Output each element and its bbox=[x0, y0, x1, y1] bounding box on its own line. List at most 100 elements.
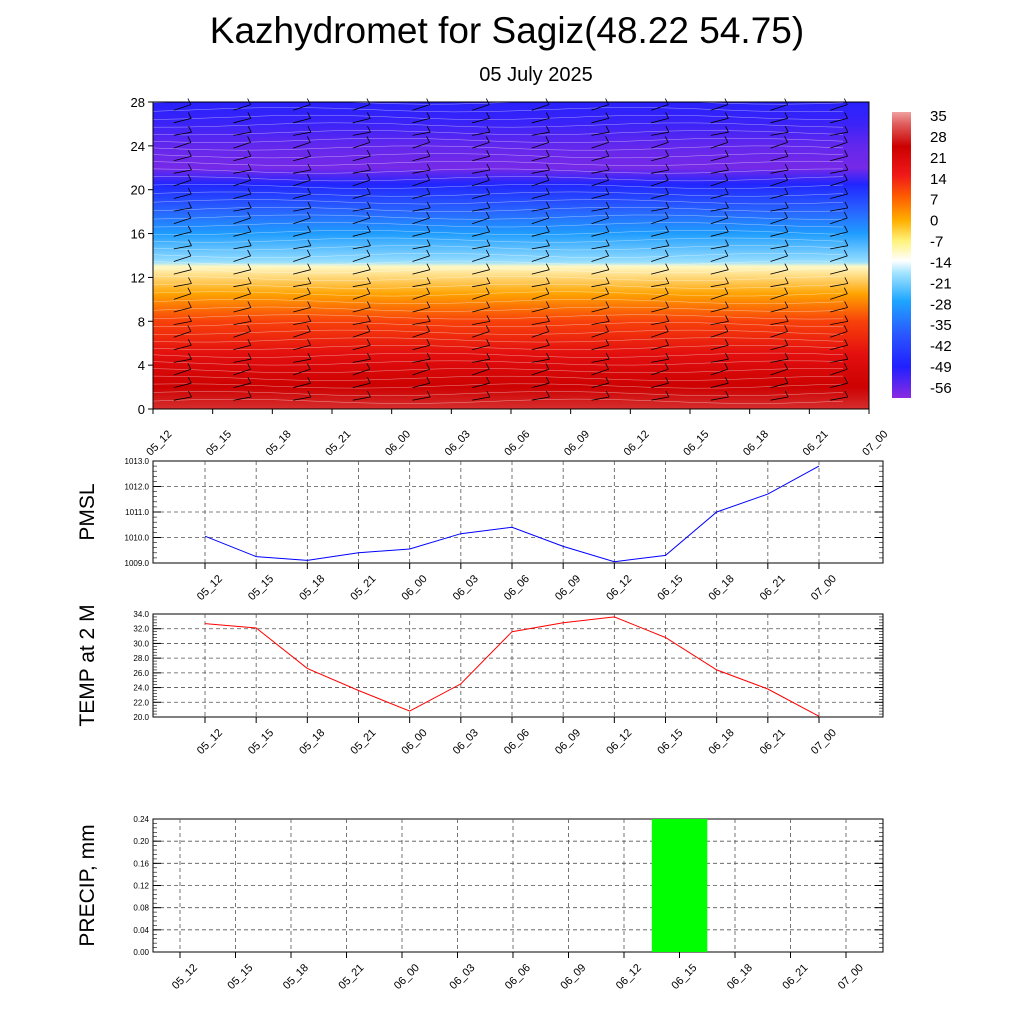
wind-barb-flag bbox=[724, 287, 729, 294]
wind-barb bbox=[710, 358, 729, 363]
wind-barb bbox=[531, 231, 550, 237]
heatmap-field bbox=[153, 102, 869, 409]
wind-barb-flag bbox=[724, 136, 729, 143]
x-tick-label: 05_12 bbox=[195, 727, 225, 757]
wind-barb bbox=[710, 207, 729, 212]
colorbar-label: -21 bbox=[930, 275, 952, 292]
wind-barb bbox=[591, 155, 610, 162]
wind-barb-flag bbox=[545, 211, 550, 219]
y-tick-label: 28 bbox=[131, 95, 145, 110]
colorbar-label: 35 bbox=[930, 108, 947, 125]
y-tick-label: 24 bbox=[131, 139, 145, 154]
wind-barb-flag bbox=[724, 112, 729, 119]
wind-barb-flag bbox=[605, 315, 610, 322]
wind-barb-flag bbox=[187, 112, 192, 119]
wind-barb bbox=[352, 382, 371, 388]
wind-barb-flag bbox=[724, 174, 729, 181]
wind-barb-flag bbox=[367, 126, 371, 133]
wind-barb bbox=[710, 269, 729, 275]
wind-barb bbox=[173, 155, 192, 162]
wind-barb bbox=[412, 118, 430, 124]
wind-barb-flag bbox=[844, 390, 849, 398]
wind-barbs bbox=[173, 98, 849, 401]
wind-barb bbox=[651, 368, 669, 376]
wind-barb-flag bbox=[784, 201, 789, 209]
contour-line bbox=[152, 360, 844, 366]
contour-line bbox=[152, 306, 844, 312]
wind-barb bbox=[531, 269, 550, 275]
x-tick-label: 05_15 bbox=[225, 962, 255, 992]
wind-barb-flag bbox=[665, 301, 669, 308]
wind-barb-flag bbox=[486, 150, 490, 157]
wind-barb-flag bbox=[605, 301, 610, 308]
x-tick-label: 06_15 bbox=[655, 727, 685, 757]
wind-barb bbox=[293, 179, 311, 187]
x-tick-label: 06_18 bbox=[725, 962, 755, 992]
wind-barb bbox=[651, 155, 669, 162]
wind-barb-flag bbox=[724, 150, 729, 157]
wind-barb bbox=[651, 269, 669, 275]
wind-barb-flag bbox=[367, 163, 371, 171]
contour-line bbox=[152, 291, 844, 297]
wind-barb bbox=[293, 169, 311, 174]
wind-barb bbox=[591, 255, 609, 262]
wind-barb bbox=[591, 331, 609, 338]
wind-barb bbox=[591, 307, 610, 313]
wind-barb-flag bbox=[784, 325, 788, 332]
wind-barb bbox=[830, 169, 848, 174]
x-tick-label: 06_18 bbox=[707, 573, 737, 603]
precip-panel: 0.00 0.04 0.08 0.12 0.16 0.20 0.24 05_12 05_15 05… bbox=[76, 815, 884, 992]
x-tick-label: 05_15 bbox=[204, 428, 234, 458]
y-tick-label: 0.08 bbox=[133, 904, 149, 913]
wind-barb-flag bbox=[844, 301, 848, 308]
wind-barb-flag bbox=[486, 163, 491, 171]
x-tick-label: 05_21 bbox=[348, 727, 378, 757]
colorbar-fill bbox=[892, 112, 911, 398]
wind-barb-flag bbox=[844, 339, 848, 346]
wind-barb bbox=[173, 104, 192, 111]
wind-barb bbox=[233, 283, 252, 288]
x-tick-label: 06_18 bbox=[707, 727, 737, 757]
contour-line bbox=[152, 137, 844, 143]
wind-barb bbox=[830, 231, 848, 237]
x-tick-label: 06_03 bbox=[451, 727, 481, 757]
wind-barb-flag bbox=[784, 136, 788, 143]
wind-barb-flag bbox=[307, 239, 312, 246]
wind-barb bbox=[293, 193, 311, 199]
contour-line bbox=[152, 375, 844, 381]
wind-barb-flag bbox=[247, 239, 252, 246]
colorbar-label: -35 bbox=[930, 317, 952, 334]
wind-barb-flag bbox=[247, 211, 251, 219]
wind-barb bbox=[352, 307, 371, 313]
wind-barb bbox=[293, 321, 311, 325]
wind-barb-flag bbox=[665, 112, 669, 119]
wind-barb bbox=[233, 396, 252, 401]
wind-barb bbox=[710, 283, 729, 288]
wind-barb-flag bbox=[426, 390, 431, 398]
wind-barb bbox=[412, 179, 430, 187]
wind-barb-flag bbox=[843, 174, 848, 181]
wind-barb bbox=[472, 293, 490, 300]
wind-barb bbox=[352, 283, 371, 288]
wind-barb bbox=[651, 321, 669, 325]
wind-barb bbox=[531, 142, 550, 149]
wind-barb-flag bbox=[366, 377, 371, 384]
wind-barb bbox=[352, 217, 371, 225]
contour-line bbox=[152, 191, 844, 197]
x-tick-label: 06_09 bbox=[553, 573, 583, 603]
x-tick-label: 06_06 bbox=[502, 428, 532, 458]
wind-barb-flag bbox=[664, 174, 669, 181]
contour-line bbox=[152, 352, 844, 358]
wind-barb-flag bbox=[188, 239, 192, 246]
wind-barb-flag bbox=[486, 353, 491, 360]
wind-barb bbox=[412, 331, 430, 338]
wind-barb bbox=[770, 269, 788, 275]
wind-barb-flag bbox=[366, 287, 371, 294]
wind-barb-flag bbox=[546, 126, 550, 133]
wind-barb-flag bbox=[545, 325, 550, 332]
wind-barb-flag bbox=[724, 263, 729, 270]
wind-barb-flag bbox=[247, 315, 252, 322]
wind-barb-flag bbox=[784, 315, 789, 322]
x-tick-label: 07_00 bbox=[860, 428, 890, 458]
colorbar-label: -42 bbox=[930, 338, 952, 355]
